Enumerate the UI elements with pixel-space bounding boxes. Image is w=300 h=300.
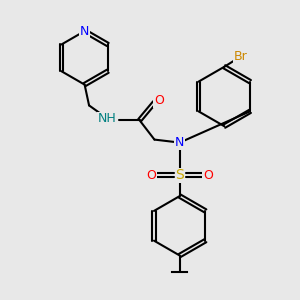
Text: O: O (154, 94, 164, 107)
Text: N: N (80, 25, 89, 38)
Text: S: S (175, 168, 184, 182)
Text: O: O (146, 169, 156, 182)
Text: O: O (203, 169, 213, 182)
Text: Br: Br (234, 50, 248, 63)
Text: N: N (175, 136, 184, 149)
Text: NH: NH (98, 112, 116, 125)
